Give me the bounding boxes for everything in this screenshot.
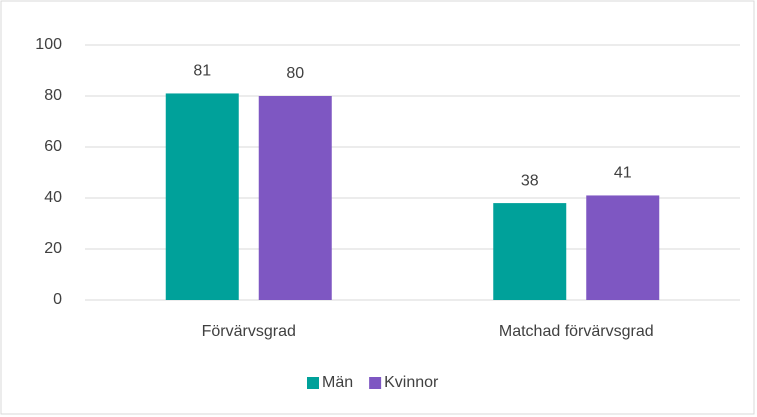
legend-swatch [307,377,319,389]
x-tick-label: Matchad förvärvsgrad [499,323,654,340]
data-label: 80 [286,65,304,82]
y-tick-label: 80 [44,87,62,104]
legend-label: Kvinnor [384,374,439,391]
bar [165,93,239,300]
y-tick-label: 60 [44,138,62,155]
legend-swatch [369,377,382,389]
legend-label: Män [322,374,353,391]
bar [493,203,567,300]
x-tick-label: Förvärvsgrad [202,323,296,340]
y-tick-label: 0 [53,291,62,308]
y-tick-label: 20 [44,240,62,257]
bar [258,96,332,300]
data-label: 38 [521,172,539,189]
bar [586,195,660,300]
y-tick-label: 100 [35,36,62,53]
y-tick-label: 40 [44,189,62,206]
data-label: 81 [193,63,211,80]
data-label: 41 [614,165,632,182]
